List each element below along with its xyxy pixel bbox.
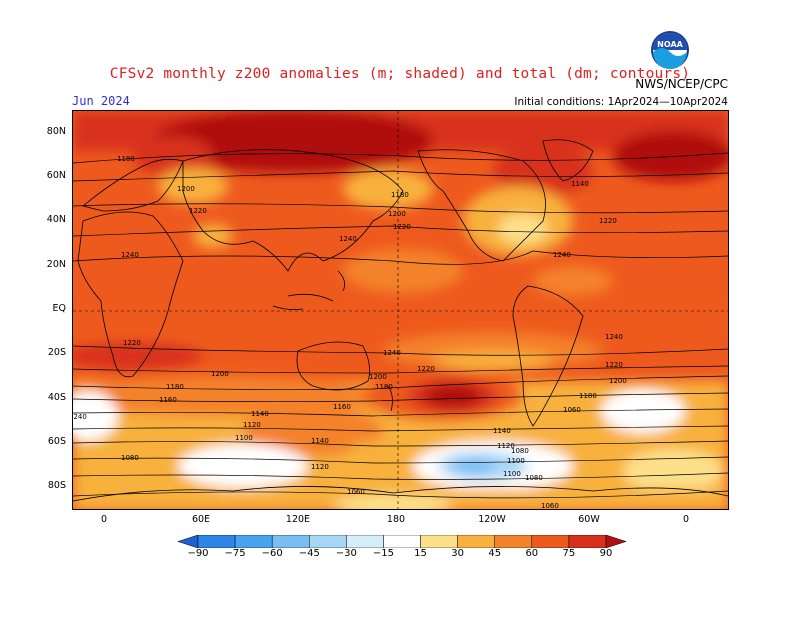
contour-labels: 1180 1200 1220 1240 1240 1200 1220 1180 … bbox=[73, 155, 627, 509]
coastlines bbox=[73, 139, 728, 502]
contour-label: 1220 bbox=[599, 217, 617, 225]
forecast-month: Jun 2024 bbox=[72, 94, 130, 108]
colorbar-arrow-left bbox=[178, 535, 199, 548]
colorbar-tick-label: −75 bbox=[224, 548, 246, 559]
contour-label: 1100 bbox=[507, 457, 525, 465]
contour-label: 1200 bbox=[177, 185, 195, 193]
contour-label: 1240 bbox=[121, 251, 139, 259]
lat-label: 60S bbox=[47, 436, 66, 447]
colorbar-arrow-right bbox=[605, 535, 626, 548]
contour-label: 1200 bbox=[609, 377, 627, 385]
colorbar-segment bbox=[494, 535, 533, 548]
lon-label: 120E bbox=[285, 514, 311, 525]
chart-title: CFSv2 monthly z200 anomalies (m; shaded)… bbox=[109, 66, 691, 82]
colorbar-segment bbox=[234, 535, 273, 548]
contour-label: 1120 bbox=[497, 442, 515, 450]
colorbar-segment bbox=[309, 535, 347, 548]
contour-label: 1220 bbox=[417, 365, 435, 373]
contour-label: 1240 bbox=[73, 413, 87, 421]
lat-label: 60N bbox=[46, 170, 66, 181]
lat-label: 20N bbox=[46, 259, 66, 270]
contour-label: 1180 bbox=[117, 155, 135, 163]
colorbar-tick-label: −15 bbox=[372, 548, 395, 559]
contour-label: 1160 bbox=[159, 396, 177, 404]
contour-label: 1180 bbox=[375, 383, 393, 391]
contour-label: 1240 bbox=[605, 333, 623, 341]
lon-label: 0 bbox=[682, 514, 690, 525]
colorbar-tick-label: 90 bbox=[599, 548, 613, 559]
lat-label: 80S bbox=[47, 480, 66, 491]
colorbar-tick-label: −90 bbox=[187, 548, 209, 559]
contour-label: 1160 bbox=[333, 403, 351, 411]
contour-label: 1220 bbox=[605, 361, 623, 369]
anomaly-map: 1180 1200 1220 1240 1240 1200 1220 1180 … bbox=[72, 110, 729, 510]
lon-label: 60W bbox=[578, 514, 600, 525]
svg-text:NOAA: NOAA bbox=[657, 40, 683, 49]
colorbar-segment bbox=[531, 535, 570, 548]
colorbar-tick-label: −60 bbox=[261, 548, 283, 559]
colorbar-tick-label: −30 bbox=[335, 548, 357, 559]
lon-label: 120W bbox=[478, 514, 506, 525]
contour-label: 1200 bbox=[369, 373, 387, 381]
contour-label: 1080 bbox=[511, 447, 529, 455]
colorbar-tick-label: 15 bbox=[414, 548, 427, 559]
contour-label: 1080 bbox=[121, 454, 139, 462]
initial-conditions: Initial conditions: 1Apr2024—10Apr2024 bbox=[514, 96, 728, 108]
contour-label: 1100 bbox=[503, 470, 521, 478]
contour-label: 1140 bbox=[251, 410, 269, 418]
colorbar-segment bbox=[271, 535, 310, 548]
lon-label: 60E bbox=[191, 514, 211, 525]
lat-label: 20S bbox=[47, 347, 66, 358]
contour-label: 1220 bbox=[189, 207, 207, 215]
colorbar-tick-label: 75 bbox=[562, 548, 576, 559]
lat-label: 40S bbox=[47, 392, 66, 403]
colorbar-tick-label: 60 bbox=[525, 548, 539, 559]
height-contours bbox=[73, 152, 728, 499]
contour-label: 1180 bbox=[579, 392, 597, 400]
contour-label: 1080 bbox=[525, 474, 543, 482]
contour-label: 1240 bbox=[553, 251, 571, 259]
colorbar-segment bbox=[457, 535, 495, 548]
contour-label: 1060 bbox=[541, 502, 559, 509]
lat-label: 80N bbox=[46, 126, 66, 137]
colorbar-segment bbox=[197, 535, 236, 548]
contour-label: 1140 bbox=[311, 437, 329, 445]
contour-label: 1200 bbox=[211, 370, 229, 378]
contour-label: 1100 bbox=[235, 434, 253, 442]
colorbar-segment bbox=[346, 535, 384, 548]
contour-label: 1180 bbox=[166, 383, 184, 391]
contour-label: 1140 bbox=[493, 427, 511, 435]
contour-label: 1220 bbox=[123, 339, 141, 347]
agency-label: NWS/NCEP/CPC bbox=[635, 77, 728, 91]
colorbar-segment bbox=[420, 535, 458, 548]
contour-label: 1180 bbox=[391, 191, 409, 199]
contour-label: 1140 bbox=[571, 180, 589, 188]
lat-label: 40N bbox=[46, 214, 66, 225]
contour-label: 1220 bbox=[393, 223, 411, 231]
colorbar-tick-label: −45 bbox=[298, 548, 320, 559]
contour-label: 1200 bbox=[388, 210, 406, 218]
colorbar-tick-label: 45 bbox=[488, 548, 502, 559]
noaa-logo: NOAA bbox=[651, 31, 689, 69]
contour-label: 1240 bbox=[383, 349, 401, 357]
colorbar-segment bbox=[568, 535, 607, 548]
lon-label: 180 bbox=[386, 514, 406, 525]
lon-label: 0 bbox=[100, 514, 108, 525]
contour-label: 1120 bbox=[243, 421, 261, 429]
contour-label: 1060 bbox=[563, 406, 581, 414]
colorbar bbox=[178, 535, 626, 548]
contour-label: 1240 bbox=[339, 235, 357, 243]
anomaly-shading bbox=[73, 111, 728, 509]
contour-label: 1060 bbox=[347, 488, 365, 496]
lat-label: EQ bbox=[52, 303, 66, 314]
map-canvas: 1180 1200 1220 1240 1240 1200 1220 1180 … bbox=[73, 111, 728, 509]
colorbar-tick-label: 30 bbox=[451, 548, 464, 559]
grid-lines bbox=[73, 111, 728, 509]
contour-label: 1120 bbox=[311, 463, 329, 471]
colorbar-segment bbox=[383, 535, 421, 548]
